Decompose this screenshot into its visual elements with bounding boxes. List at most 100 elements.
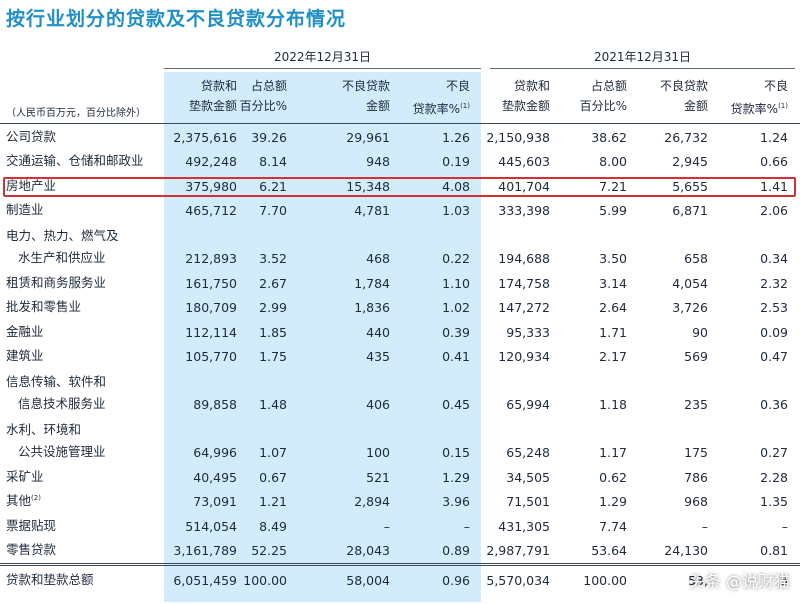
table-cell: 1.21 — [259, 494, 287, 509]
table-cell: 0.34 — [760, 251, 788, 266]
table-cell: 6,051,459 — [173, 572, 237, 588]
period-underline-2021 — [490, 68, 795, 69]
table-cell: 2,150,938 — [486, 129, 550, 145]
column-header-line2-text: 垫款金额 — [188, 99, 237, 113]
table-cell: 2,987,791 — [486, 543, 550, 558]
table-cell: 406 — [366, 397, 390, 412]
table-row: 其他(2) 73,091 1.21 2,894 3.96 71,501 1.29 968 1.3… — [0, 489, 800, 514]
column-header-line2: 贷款率%(1) — [413, 96, 470, 119]
table-cell: 3.14 — [599, 275, 627, 291]
table-cell: 2,945 — [672, 154, 708, 169]
table-cell: 2.06 — [760, 203, 788, 218]
column-header-line2: 垫款金额 — [189, 96, 237, 116]
table-cell: 7.70 — [259, 203, 287, 218]
row-label: 建筑业 — [6, 345, 44, 364]
table-cell: 0.09 — [760, 324, 788, 340]
table-cell: 1.26 — [442, 129, 470, 145]
table-cell: 34,505 — [506, 469, 550, 485]
table-cell: 1,836 — [354, 300, 390, 315]
table-cell: 1.85 — [259, 324, 287, 340]
table-cell: 26,732 — [664, 129, 708, 145]
table-row: 贷款和垫款总额 6,051,459 100.00 58,004 0.96 5,570,03… — [0, 567, 800, 592]
column-header: 不良贷款 金额 — [342, 76, 390, 116]
footnote-marker: (1) — [460, 102, 470, 110]
table-cell: 2.99 — [259, 300, 287, 315]
table-cell: – — [781, 518, 788, 534]
column-header-line2: 垫款金额 — [502, 96, 550, 116]
table-cell: 6,871 — [672, 203, 708, 218]
footnote-marker: (1) — [778, 102, 788, 110]
column-header-line2-text: 百分比% — [579, 99, 627, 113]
highlight-column-band — [164, 72, 481, 602]
table-cell: 90 — [692, 324, 708, 340]
table-row: 金融业 112,114 1.85 440 0.39 95,333 1.71 90 0.09 — [0, 319, 800, 344]
table-cell: 3,726 — [672, 300, 708, 315]
table-cell: 658 — [684, 251, 708, 266]
row-label-continued: 公共设施管理业 — [18, 444, 106, 459]
table-cell: 8.00 — [599, 154, 627, 169]
row-label: 零售贷款 — [6, 539, 56, 558]
table-cell: 161,750 — [185, 275, 237, 291]
table-cell: 0.47 — [760, 349, 788, 364]
table-cell: 786 — [684, 469, 708, 485]
column-header: 贷款和垫款金额 — [502, 76, 550, 116]
row-label: 贷款和垫款总额 — [6, 569, 94, 588]
table-cell: 65,248 — [506, 445, 550, 460]
column-header: 不良贷款率%(1) — [413, 76, 470, 119]
table-cell: 3.52 — [259, 251, 287, 266]
column-header-line1: 贷款和 — [200, 79, 237, 93]
table-cell: 492,248 — [185, 154, 237, 169]
table-cell: 39.26 — [251, 129, 287, 145]
table-cell: – — [701, 518, 708, 534]
table-cell: 1.17 — [599, 445, 627, 460]
table-cell: 3.96 — [442, 494, 470, 509]
table-cell: 6.21 — [259, 178, 287, 194]
row-label: 租赁和商务服务业 — [6, 272, 106, 291]
table-cell: 7.74 — [599, 518, 627, 534]
table-cell: 180,709 — [185, 300, 237, 315]
table-cell: 100 — [366, 445, 390, 460]
real-estate-highlight-box — [3, 177, 796, 197]
row-label-continued: 水生产和供应业 — [18, 250, 106, 265]
table-cell: 53, — [688, 572, 708, 588]
page-title: 按行业划分的贷款及不良贷款分布情况 — [6, 8, 347, 30]
column-header-line1: 贷款和 — [513, 79, 550, 93]
table-cell: 4.08 — [442, 178, 470, 194]
column-header-line2-text: 金额 — [365, 99, 390, 113]
table-cell: 569 — [684, 349, 708, 364]
table-row: 交通运输、仓储和邮政业 492,248 8.14 948 0.19 445,603 8.00… — [0, 149, 800, 174]
table-row: 票据贴现 514,054 8.49 – – 431,305 7.74 – – — [0, 513, 800, 538]
table-cell: 0.15 — [442, 445, 470, 460]
table-cell: 1.71 — [599, 324, 627, 340]
column-header-line1: 不良 — [445, 79, 470, 93]
table-cell: 2.28 — [760, 469, 788, 485]
table-cell: 38.62 — [591, 129, 627, 145]
row-label: 交通运输、仓储和邮政业 — [6, 150, 144, 169]
table-cell: 948 — [366, 154, 390, 169]
table-cell: 1.07 — [259, 445, 287, 460]
row-label: 其他(2) — [6, 490, 41, 509]
table-cell: 1.29 — [599, 494, 627, 509]
table-cell: 1.24 — [760, 129, 788, 145]
table-cell: 71,501 — [506, 494, 550, 509]
table-cell: 2.17 — [599, 349, 627, 364]
table-cell: 95,333 — [506, 324, 550, 340]
table-cell: 53.64 — [591, 543, 627, 558]
table-cell: 8.49 — [259, 518, 287, 534]
table-cell: 105,770 — [185, 349, 237, 364]
table-cell: 64,996 — [193, 445, 237, 460]
table-cell: 0.22 — [442, 251, 470, 266]
table-cell: 15,348 — [346, 178, 390, 194]
loan-distribution-table: 公司贷款 2,375,616 39.26 29,961 1.26 2,150,938 38.… — [0, 124, 800, 592]
table-cell: – — [383, 518, 390, 534]
table-cell: 0.39 — [442, 324, 470, 340]
table-cell: 89,858 — [193, 397, 237, 412]
table-cell: 1.29 — [442, 469, 470, 485]
row-label-text: 建筑业 — [6, 348, 44, 363]
table-cell: 5,570,034 — [486, 572, 550, 588]
row-label: 电力、热力、燃气及 — [6, 228, 119, 243]
table-cell: 212,893 — [185, 251, 237, 266]
row-label: 批发和零售业 — [6, 296, 81, 315]
table-cell: 5,655 — [672, 178, 708, 194]
column-header: 不良 贷款率%(1) — [731, 76, 788, 119]
